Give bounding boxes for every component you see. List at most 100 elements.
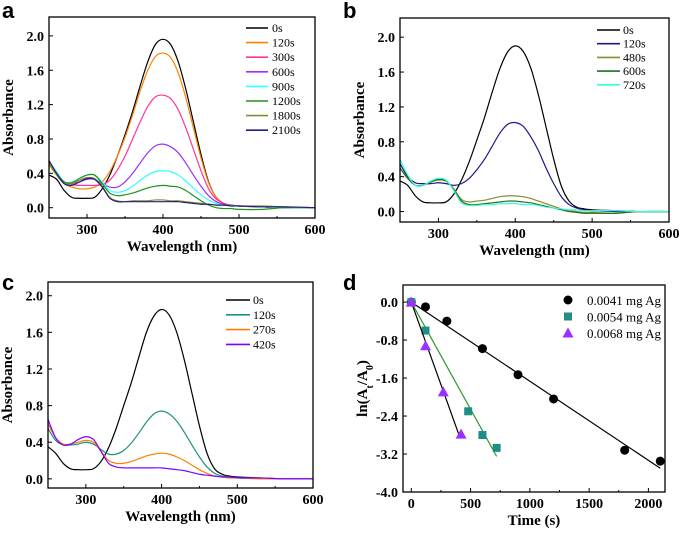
x-tick-label: 400 [505,227,526,242]
y-tick-label: 1.6 [378,66,396,81]
y-tick-label: 2.0 [27,30,45,45]
y-tick-label: 0.0 [26,473,44,488]
legend-label: 0.0054 mg Ag [587,310,662,325]
legend-label: 120s [253,308,276,322]
y-tick-label: -0.8 [376,334,398,349]
legend-label: 2100s [272,123,301,137]
legend-label: 0.0068 mg Ag [587,326,662,341]
panel-label: c [2,270,14,295]
y-tick-label: 1.6 [27,64,45,79]
data-point [405,296,417,307]
series-line-480s [400,167,669,214]
x-tick-label: 300 [428,227,449,242]
data-point [655,456,665,466]
legend-label: 120s [272,36,295,50]
y-tick-label: 2.0 [378,31,396,46]
x-axis-label: Wavelength (nm) [127,239,237,255]
y-axis-label-part: /A [355,370,371,386]
series-line-2100s [49,160,315,209]
data-point [437,386,449,397]
x-tick-label: 300 [77,223,98,238]
y-axis-label-part: 0 [365,365,376,370]
y-tick-label: 0.4 [26,436,44,451]
fit-line [410,301,661,469]
legend-label: 120s [623,37,646,51]
x-tick-label: 400 [153,223,174,238]
y-tick-label: 0.4 [27,167,45,182]
series-line-1200s [49,160,315,211]
series-line-0s [400,45,669,213]
y-tick-label: 2.0 [26,290,44,305]
y-axis-label-part: t [365,385,376,389]
x-tick-label: 300 [75,493,96,508]
x-axis-label: Time (s) [508,513,561,529]
series-line-720s [400,158,669,213]
panel-d: d 0 500 1000 1500 2000 0.0 -0.8 -1.6 -2.4 -3.2 -4.0… [343,270,666,529]
x-tick-label: 500 [460,497,481,512]
panel-b: b 300 400 500 600 0.0 0.4 0.8 1.2 1.6 2.0 Wavelengt… [343,0,680,259]
x-tick-label: 500 [582,227,603,242]
y-axis-label-part: ) [355,360,371,365]
data-point [455,428,467,439]
y-tick-label: 0.0 [381,296,399,311]
plot-frame [402,284,666,493]
series-line-120s [400,121,669,213]
y-tick-label: 1.2 [26,363,44,378]
data-point [477,344,487,354]
y-axis-label-part: ln(A [355,388,371,417]
y-axis-label: Absorbance [1,79,17,156]
x-tick-label: 1500 [575,497,603,512]
x-tick-label: 400 [151,493,172,508]
legend-label: 300s [272,50,295,64]
x-tick-label: 500 [227,493,248,508]
plot-area [400,45,669,215]
x-tick-label: 600 [303,493,324,508]
legend-label: 420s [253,337,276,351]
x-axis-label: Wavelength (nm) [125,509,235,525]
data-point [421,326,430,335]
panel-label: b [343,0,356,23]
legend-label: 600s [272,65,295,79]
y-tick-label: 0.8 [26,400,44,415]
legend-label: 0.0041 mg Ag [587,293,662,308]
legend-marker [564,312,572,321]
data-point [513,370,523,380]
y-tick-label: 1.2 [378,101,396,116]
plot-frame [47,281,314,489]
series-line-420s [48,419,313,480]
y-axis-label: Absorbance [352,81,368,158]
legend-label: 0s [272,21,283,35]
legend-label: 900s [272,79,295,93]
legend-marker [562,327,574,338]
series-line-120s [48,410,313,480]
data-point [464,407,473,416]
y-axis-label: ln(At/A0) [355,360,376,417]
y-tick-label: 0.8 [27,133,45,148]
series-line-600s [400,167,669,215]
data-point [420,340,432,351]
y-tick-label: -1.6 [376,372,398,387]
legend-label: 720s [623,78,646,92]
data-point [478,431,487,440]
panel-label: a [2,0,15,23]
y-tick-label: 0.0 [378,206,396,221]
series-line-0s [48,308,313,480]
x-tick-label: 600 [305,223,326,238]
x-tick-label: 1000 [516,497,544,512]
y-tick-label: 0.4 [378,171,396,186]
y-tick-label: -3.2 [376,448,398,463]
data-point [421,302,431,312]
data-point [620,445,630,455]
legend-label: 1200s [272,94,301,108]
y-tick-label: -2.4 [376,410,398,425]
x-tick-label: 0 [408,497,415,512]
y-tick-label: 1.6 [26,326,44,341]
legend-label: 0s [623,23,634,37]
fit-line [410,301,461,438]
legend-label: 270s [253,323,276,337]
x-tick-label: 2000 [634,497,662,512]
data-point [492,443,501,452]
y-tick-label: 1.2 [27,99,45,114]
plot-area [405,296,665,469]
